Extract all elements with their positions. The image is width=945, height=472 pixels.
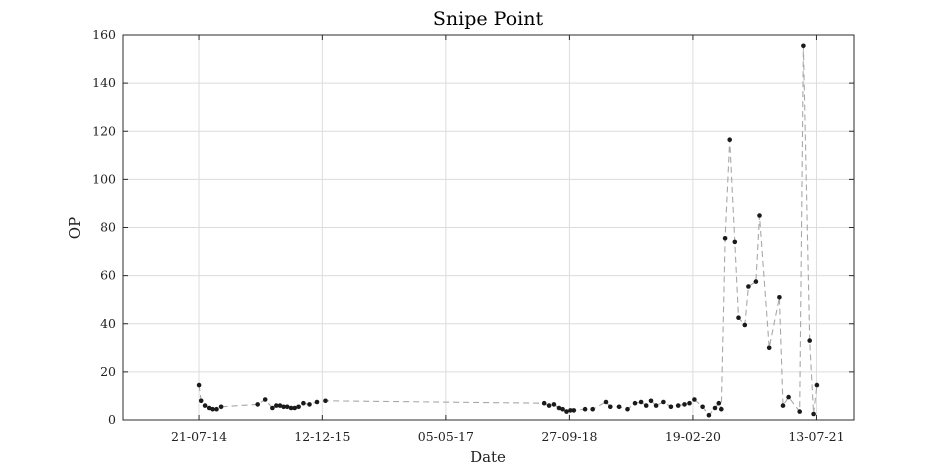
data-point bbox=[560, 406, 565, 412]
axis-layer: 21-07-14 12-12-15 05-05-17 27-09-18 19-02-20… bbox=[92, 27, 855, 444]
data-point bbox=[687, 400, 692, 406]
data-point bbox=[727, 137, 732, 142]
data-point bbox=[202, 403, 208, 408]
data-point bbox=[643, 403, 649, 408]
grid-layer bbox=[123, 34, 854, 421]
data-point bbox=[218, 404, 224, 410]
data-point bbox=[196, 382, 202, 388]
y-tick-label: 20 bbox=[100, 364, 116, 379]
data-point bbox=[797, 409, 802, 414]
data-point bbox=[766, 345, 772, 351]
x-tick-label: 21-07-14 bbox=[171, 429, 227, 444]
data-point bbox=[668, 404, 674, 410]
data-point bbox=[700, 404, 705, 410]
data-point bbox=[564, 409, 569, 414]
data-point bbox=[301, 400, 306, 406]
x-tick-label: 13-07-21 bbox=[788, 429, 844, 444]
x-tick-label: 12-12-15 bbox=[294, 429, 350, 444]
data-point bbox=[590, 406, 595, 412]
x-tick-label: 05-05-17 bbox=[418, 429, 474, 444]
data-point bbox=[288, 405, 294, 411]
data-point bbox=[746, 284, 751, 289]
data-point bbox=[274, 403, 279, 408]
data-point bbox=[632, 400, 638, 406]
data-point bbox=[556, 405, 562, 411]
y-tick-label: 80 bbox=[100, 220, 116, 235]
data-point bbox=[625, 406, 630, 412]
data-point bbox=[262, 397, 268, 402]
data-point bbox=[811, 411, 816, 417]
data-point bbox=[777, 295, 782, 300]
data-point bbox=[692, 397, 697, 402]
series-line bbox=[198, 45, 818, 417]
data-point bbox=[284, 404, 290, 410]
data-point bbox=[661, 399, 666, 405]
data-point bbox=[648, 398, 654, 404]
data-point bbox=[653, 403, 659, 408]
data-point bbox=[722, 236, 728, 241]
data-point bbox=[780, 403, 786, 408]
x-tick-label: 19-02-20 bbox=[665, 429, 721, 444]
series-layer bbox=[196, 43, 820, 418]
data-point bbox=[546, 403, 552, 408]
data-point bbox=[706, 412, 712, 418]
data-point bbox=[712, 405, 718, 411]
data-point bbox=[214, 406, 219, 412]
data-point bbox=[323, 398, 328, 404]
data-point bbox=[608, 404, 613, 410]
data-point bbox=[716, 400, 722, 406]
data-point bbox=[210, 406, 215, 412]
data-point bbox=[682, 402, 687, 407]
data-point bbox=[801, 43, 806, 49]
data-point bbox=[541, 400, 547, 406]
x-tick-label: 27-09-18 bbox=[541, 429, 597, 444]
data-point bbox=[198, 398, 204, 404]
data-point bbox=[307, 402, 312, 407]
data-point bbox=[603, 399, 609, 405]
data-point bbox=[675, 403, 681, 408]
data-point bbox=[742, 322, 748, 328]
data-point bbox=[314, 399, 320, 405]
chart-title: Snipe Point bbox=[433, 8, 544, 30]
data-point bbox=[571, 408, 577, 413]
data-point bbox=[753, 279, 759, 284]
y-tick-label: 120 bbox=[92, 123, 116, 138]
y-tick-label: 0 bbox=[108, 412, 116, 427]
data-point bbox=[719, 406, 724, 412]
data-point bbox=[292, 405, 298, 411]
data-point bbox=[616, 404, 622, 410]
y-tick-label: 140 bbox=[92, 75, 116, 90]
data-point bbox=[551, 402, 557, 407]
data-point bbox=[814, 382, 820, 388]
data-point bbox=[638, 399, 644, 405]
data-point bbox=[270, 405, 275, 411]
data-point bbox=[732, 239, 738, 245]
data-point bbox=[568, 408, 573, 413]
data-point bbox=[277, 403, 283, 408]
data-point bbox=[786, 394, 791, 400]
y-tick-label: 100 bbox=[92, 171, 116, 186]
data-point bbox=[582, 406, 588, 412]
data-point bbox=[281, 404, 286, 410]
data-point bbox=[807, 338, 812, 343]
data-point bbox=[757, 213, 762, 218]
data-point bbox=[736, 315, 741, 321]
data-point bbox=[296, 404, 301, 410]
x-axis-label: Date bbox=[470, 448, 506, 466]
y-axis-label: OP bbox=[66, 217, 84, 239]
data-point bbox=[255, 402, 260, 407]
y-tick-label: 160 bbox=[92, 27, 116, 42]
y-tick-label: 40 bbox=[100, 316, 116, 331]
y-tick-label: 60 bbox=[100, 268, 116, 283]
